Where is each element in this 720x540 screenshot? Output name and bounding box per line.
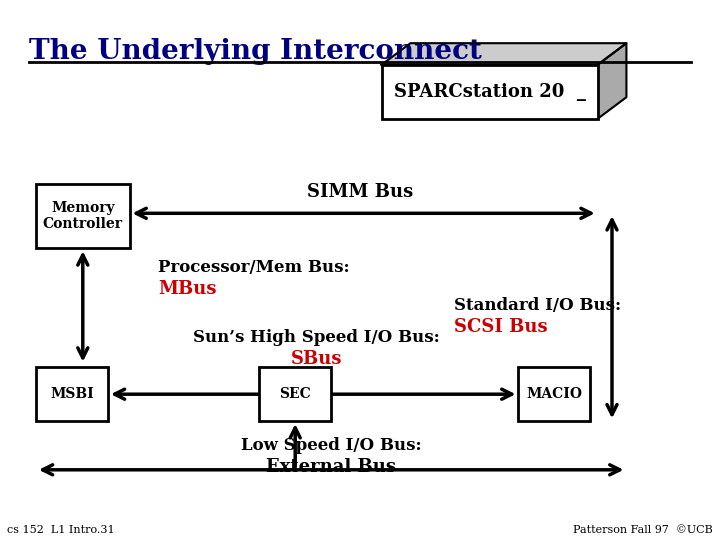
FancyBboxPatch shape (259, 367, 331, 421)
Text: External Bus: External Bus (266, 458, 396, 476)
Text: Processor/Mem Bus:: Processor/Mem Bus: (158, 259, 350, 276)
Text: SIMM Bus: SIMM Bus (307, 183, 413, 201)
FancyBboxPatch shape (36, 184, 130, 248)
Text: Patterson Fall 97  ©UCB: Patterson Fall 97 ©UCB (573, 524, 713, 535)
Polygon shape (598, 43, 626, 119)
FancyBboxPatch shape (382, 65, 598, 119)
Text: SBus: SBus (291, 350, 343, 368)
Text: MBus: MBus (158, 280, 217, 298)
Polygon shape (382, 43, 626, 65)
FancyBboxPatch shape (518, 367, 590, 421)
Text: The Underlying Interconnect: The Underlying Interconnect (29, 38, 482, 65)
Text: MSBI: MSBI (50, 387, 94, 401)
Text: Low Speed I/O Bus:: Low Speed I/O Bus: (241, 437, 421, 454)
Text: SEC: SEC (279, 387, 311, 401)
Text: Memory
Controller: Memory Controller (42, 201, 123, 231)
Text: SCSI Bus: SCSI Bus (454, 318, 547, 336)
Text: MACIO: MACIO (526, 387, 582, 401)
Text: Sun’s High Speed I/O Bus:: Sun’s High Speed I/O Bus: (194, 329, 440, 346)
FancyBboxPatch shape (36, 367, 108, 421)
Text: Standard I/O Bus:: Standard I/O Bus: (454, 296, 621, 314)
Text: cs 152  L1 Intro.31: cs 152 L1 Intro.31 (7, 524, 114, 535)
Text: SPARCstation 20  _: SPARCstation 20 _ (394, 83, 585, 101)
